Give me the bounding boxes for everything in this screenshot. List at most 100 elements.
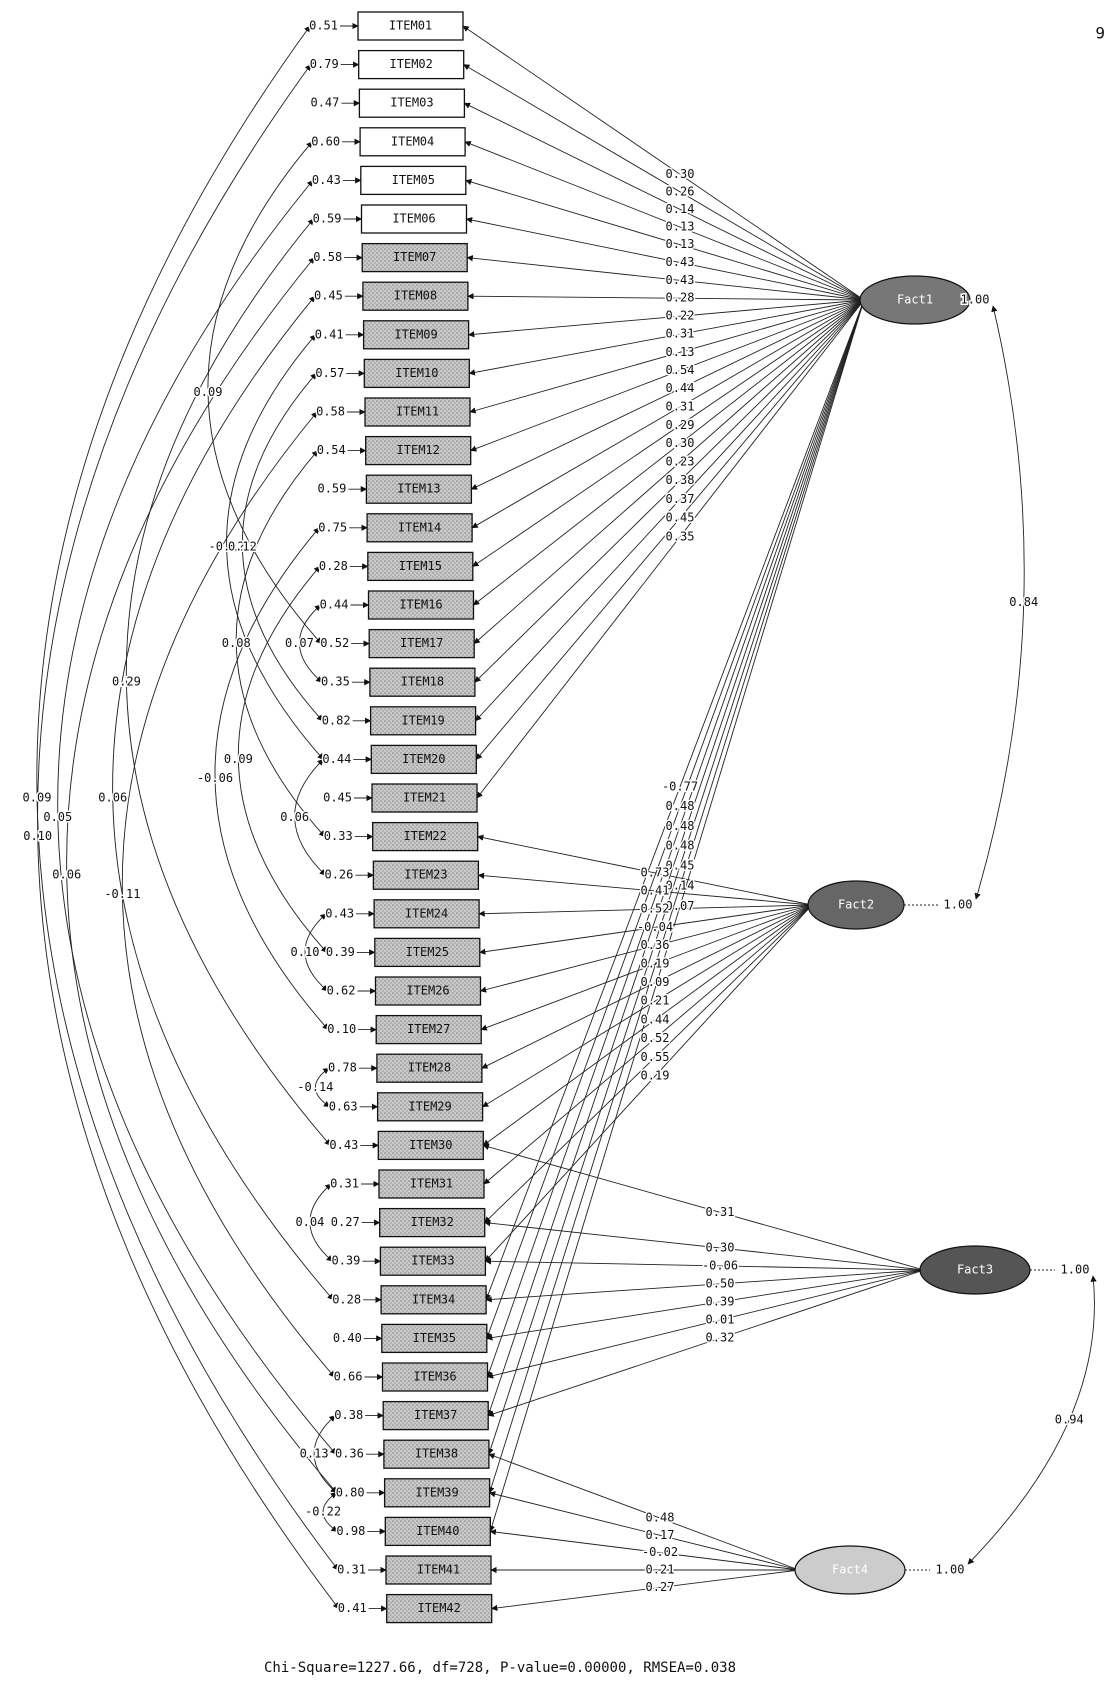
loading-arrow (483, 904, 813, 1185)
error-covariance (125, 218, 331, 1146)
loading-value: 0.21 (641, 994, 670, 1008)
item-label: ITEM07 (393, 250, 436, 264)
item-box (358, 88, 466, 118)
item-box (365, 474, 473, 504)
error-variance: 0.54 (317, 443, 346, 457)
item-box (379, 1207, 486, 1238)
loading-arrow (475, 299, 865, 722)
loading-arrow (477, 872, 813, 906)
item-label: ITEM31 (410, 1177, 453, 1191)
loading-value: 0.30 (706, 1240, 735, 1254)
item-label: ITEM13 (397, 482, 440, 496)
item-box (372, 821, 479, 852)
error-variance: 0.39 (326, 945, 355, 959)
loading-value: 0.13 (666, 237, 695, 251)
loading-value: 0.30 (666, 167, 695, 181)
error-covariance (322, 1492, 338, 1532)
item-label: ITEM28 (408, 1061, 451, 1075)
item-label: ITEM19 (401, 713, 444, 727)
loading-arrow (473, 299, 865, 645)
covariance-value: 0.29 (112, 675, 141, 689)
loading-arrow (468, 299, 865, 376)
item-label: ITEM24 (405, 906, 448, 920)
loading-arrow (481, 904, 813, 1069)
loading-value: 0.07 (666, 899, 695, 913)
covariance-value: 0.10 (291, 945, 320, 959)
error-variance: 0.10 (327, 1022, 356, 1036)
item-label: ITEM22 (404, 829, 447, 843)
error-covariance (241, 372, 324, 722)
item-box (357, 11, 464, 41)
loading-arrow (479, 904, 813, 955)
factor (807, 880, 905, 930)
loading-value: 0.31 (706, 1205, 735, 1219)
loading-value: 0.31 (666, 399, 695, 413)
error-variance: 0.40 (333, 1331, 362, 1345)
loading-arrow (485, 299, 865, 1339)
loading-value: 0.31 (666, 327, 695, 341)
item-box (385, 1555, 492, 1585)
error-covariance (226, 334, 324, 760)
item-label: ITEM41 (417, 1563, 460, 1577)
loading-value: 0.19 (641, 957, 670, 971)
item-box (366, 513, 473, 543)
loading-value: 0.44 (666, 381, 695, 395)
loading-value: 0.45 (666, 859, 695, 873)
item-label: ITEM30 (409, 1138, 452, 1152)
loading-value: 0.26 (666, 184, 695, 198)
error-covariance (214, 527, 329, 1031)
item-box (369, 706, 477, 736)
error-variance: 0.59 (313, 212, 342, 226)
correlation-value: 0.94 (1055, 1413, 1084, 1427)
loading-value: -0.06 (702, 1258, 738, 1272)
loading-arrow (467, 299, 865, 338)
item-label: ITEM36 (413, 1370, 456, 1384)
loading-value: 0.48 (666, 799, 695, 813)
loading-arrow (474, 299, 865, 683)
error-variance: 0.26 (324, 868, 353, 882)
covariance-value: 0.04 (295, 1215, 324, 1229)
covariance-value: 0.05 (43, 810, 72, 824)
loading-arrow (488, 299, 865, 1533)
item-label: ITEM16 (399, 598, 442, 612)
error-variance: 0.63 (329, 1099, 358, 1113)
error-variance: 0.41 (338, 1601, 367, 1615)
loading-arrow (489, 1528, 800, 1571)
error-variance: 0.43 (329, 1138, 358, 1152)
loading-arrow (470, 299, 865, 490)
loading-arrow (484, 1258, 925, 1271)
item-label: ITEM35 (413, 1331, 456, 1345)
item-box (360, 165, 467, 196)
loading-value: 0.55 (641, 1050, 670, 1064)
error-variance: 0.51 (309, 19, 338, 33)
loading-value: 0.50 (706, 1276, 735, 1290)
error-variance: 0.33 (324, 829, 353, 843)
error-covariance (112, 295, 334, 1301)
item-box (376, 1053, 483, 1083)
error-variance: 0.60 (311, 134, 340, 148)
covariance-value: 0.09 (194, 385, 223, 399)
covariance-value: 0.06 (280, 810, 309, 824)
item-label: ITEM26 (406, 984, 449, 998)
error-covariance (313, 1415, 338, 1494)
loading-value: 0.43 (666, 273, 695, 287)
loading-arrow (465, 217, 865, 301)
loading-arrow (486, 1269, 925, 1379)
error-variance: 0.58 (313, 250, 342, 264)
error-covariance (36, 25, 339, 1571)
covariance-value: 0.07 (285, 636, 314, 650)
factor-label: Fact4 (832, 1563, 868, 1577)
factor (794, 1545, 906, 1595)
loading-value: 0.52 (641, 1031, 670, 1045)
nodes: ITEM01 0.51 ITEM02 0.79 ITEM03 0.47 ITEM04 0.60… (21, 11, 1091, 1624)
item-box (364, 397, 471, 427)
loading-value: 0.48 (646, 1511, 675, 1525)
loading-arrow (486, 299, 865, 1378)
error-covariance (37, 64, 340, 1610)
loading-arrow (485, 1269, 925, 1303)
error-covariance (57, 179, 337, 1455)
item-label: ITEM03 (390, 96, 433, 110)
item-box (380, 1285, 487, 1315)
item-box (373, 899, 480, 929)
item-label: ITEM01 (389, 19, 432, 33)
